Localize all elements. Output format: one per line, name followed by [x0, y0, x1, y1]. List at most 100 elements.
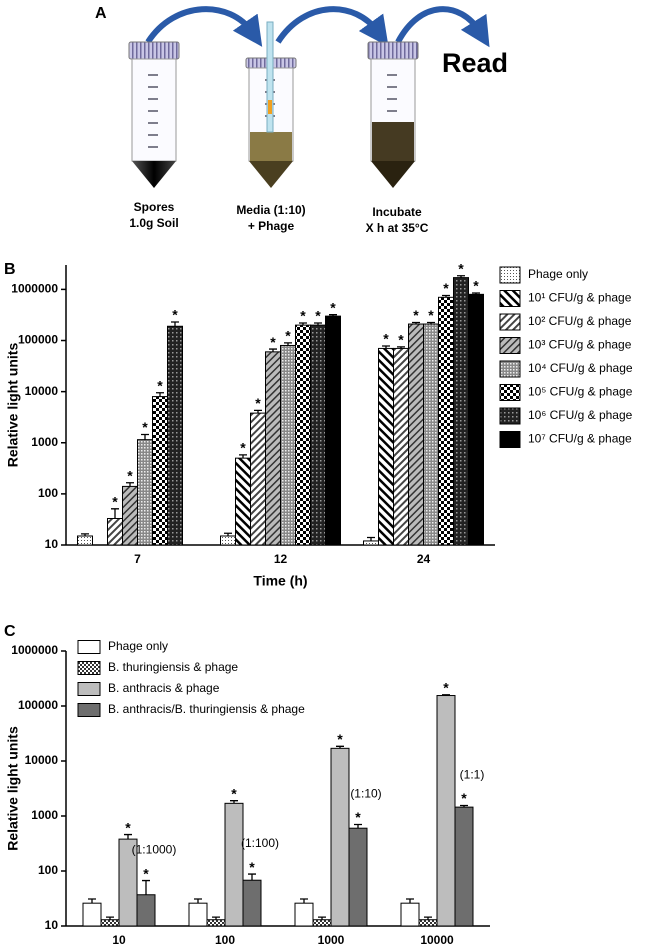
y-tick-label: 100	[38, 486, 58, 500]
panel-letter: C	[4, 623, 16, 640]
legend-swatch	[77, 661, 101, 675]
y-tick-label: 10	[45, 537, 59, 551]
significance-star: *	[443, 280, 449, 296]
bar	[400, 902, 420, 927]
error-bar	[81, 533, 89, 536]
bar	[250, 412, 266, 546]
error-bar	[254, 409, 262, 414]
bar	[453, 277, 469, 546]
bar	[167, 325, 183, 546]
arrow	[145, 6, 263, 47]
bar	[220, 535, 236, 546]
bar	[136, 894, 156, 927]
bar	[468, 293, 484, 546]
significance-star: *	[255, 395, 261, 411]
error-bar	[141, 433, 149, 440]
x-tick-label: 12	[274, 552, 288, 566]
legend-label: B. anthracis/B. thuringiensis & phage	[108, 702, 305, 716]
panel-letter: B	[4, 261, 16, 278]
legend-swatch	[77, 703, 101, 717]
significance-star: *	[473, 278, 479, 294]
bar	[438, 296, 454, 546]
x-tick-label: 100	[215, 933, 235, 947]
significance-star: *	[337, 731, 343, 747]
significance-star: *	[355, 809, 361, 825]
panel-letter: A	[95, 5, 107, 22]
significance-star: *	[461, 790, 467, 806]
bar	[280, 344, 296, 546]
error-bar	[472, 292, 480, 295]
legend-label: 10³ CFU/g & phage	[528, 338, 632, 352]
legend-swatch	[77, 682, 101, 696]
bar	[100, 919, 120, 927]
step-label: Media (1:10)	[236, 203, 305, 217]
bar	[312, 919, 332, 927]
ratio-annotation: (1:1000)	[132, 843, 177, 857]
bar	[224, 802, 244, 927]
legend-swatch	[499, 290, 521, 307]
legend-label: 10² CFU/g & phage	[528, 314, 632, 328]
bar	[454, 806, 474, 927]
error-bar	[460, 804, 468, 808]
legend-label: 10⁶ CFU/g & phage	[528, 408, 633, 422]
significance-star: *	[443, 679, 449, 695]
error-bar	[442, 294, 450, 298]
bar	[408, 323, 424, 546]
significance-star: *	[413, 307, 419, 323]
tube	[245, 21, 297, 188]
legend-swatch	[499, 384, 521, 401]
bar	[295, 324, 311, 546]
ratio-annotation: (1:10)	[350, 787, 381, 801]
bar	[393, 347, 409, 546]
error-bar	[367, 536, 375, 541]
bar	[363, 540, 379, 546]
error-bar	[194, 898, 202, 904]
error-bar	[318, 916, 326, 920]
significance-star: *	[172, 307, 178, 323]
bar	[137, 439, 153, 546]
error-bar	[224, 532, 232, 536]
significance-star: *	[398, 332, 404, 348]
significance-star: *	[383, 331, 389, 347]
error-bar	[299, 322, 307, 326]
read-label: Read	[442, 48, 508, 78]
bar	[82, 902, 102, 927]
significance-star: *	[231, 785, 237, 801]
error-bar	[239, 454, 247, 459]
bar	[122, 485, 138, 546]
legend-label: B. thuringiensis & phage	[108, 660, 238, 674]
bar	[310, 324, 326, 546]
bar	[265, 351, 281, 546]
x-axis-label: Time (h)	[253, 573, 307, 589]
y-tick-label: 100	[38, 863, 58, 877]
legend-swatch	[499, 313, 521, 331]
arrow	[275, 6, 389, 47]
significance-star: *	[270, 334, 276, 350]
error-bar	[248, 873, 256, 881]
y-tick-label: 1000000	[11, 282, 58, 296]
legend-label: 10⁷ CFU/g & phage	[528, 432, 632, 446]
error-bar	[171, 321, 179, 327]
legend-label: Phage only	[108, 639, 168, 653]
significance-star: *	[428, 307, 434, 323]
error-bar	[397, 346, 405, 349]
error-bar	[424, 916, 432, 920]
significance-star: *	[142, 419, 148, 435]
x-tick-label: 24	[417, 552, 431, 566]
legend-swatch	[499, 337, 521, 354]
significance-star: *	[125, 819, 131, 835]
significance-star: *	[143, 865, 149, 881]
error-bar	[124, 833, 132, 840]
legend-swatch	[77, 640, 101, 654]
panel-a: A Read Spores 1.0g Soil Media (1:10) + P…	[95, 5, 508, 235]
step-label: + Phage	[248, 219, 295, 233]
significance-star: *	[300, 308, 306, 324]
error-bar	[284, 342, 292, 346]
error-bar	[329, 314, 337, 317]
significance-star: *	[112, 494, 118, 510]
y-axis-label: Relative light units	[5, 726, 21, 851]
error-bar	[336, 745, 344, 749]
error-bar	[212, 916, 220, 920]
significance-star: *	[127, 467, 133, 483]
